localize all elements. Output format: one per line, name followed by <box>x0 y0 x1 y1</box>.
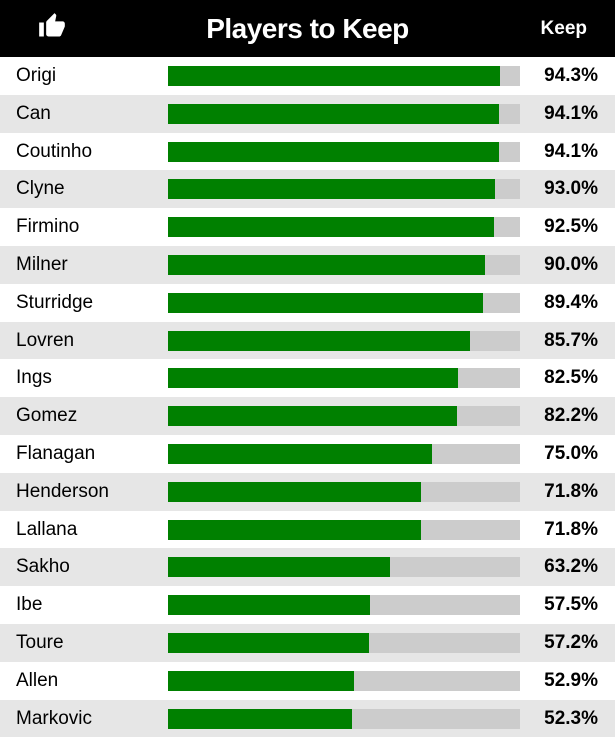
bar-row: Ibe 57.5% <box>0 586 615 624</box>
value-label: 82.2% <box>544 405 598 427</box>
value-label: 82.5% <box>544 367 598 389</box>
bar-track <box>168 179 520 200</box>
value-label: 52.3% <box>544 707 598 729</box>
bar-row: Can 94.1% <box>0 94 615 133</box>
category-label: Gomez <box>16 405 78 427</box>
bar-track <box>168 292 520 313</box>
bar <box>168 519 421 540</box>
category-label: Milner <box>16 253 68 275</box>
bar <box>168 66 500 86</box>
value-label: 71.8% <box>544 518 598 540</box>
value-label: 75.0% <box>544 442 598 464</box>
bar-row: Allen 52.9% <box>0 662 615 700</box>
value-label: 63.2% <box>544 556 598 578</box>
bar-row: Toure 57.2% <box>0 623 615 662</box>
bar <box>168 632 370 653</box>
bar-rows: Origi 94.3% Can 94.1% Coutinho 94.1% Clyne 93.0… <box>0 57 615 737</box>
value-label: 94.1% <box>544 102 598 124</box>
bar <box>168 708 353 729</box>
category-label: Ibe <box>16 594 43 616</box>
category-label: Coutinho <box>16 140 93 162</box>
keep-column-label: Keep <box>540 18 587 39</box>
bar <box>168 254 485 275</box>
bar-track <box>168 141 520 162</box>
category-label: Flanagan <box>16 442 96 464</box>
bar-row: Ings 82.5% <box>0 359 615 397</box>
bar-track <box>168 330 520 351</box>
category-label: Can <box>16 102 51 124</box>
category-label: Allen <box>16 669 59 691</box>
category-label: Toure <box>16 631 64 653</box>
bar-track <box>168 254 520 275</box>
value-label: 92.5% <box>544 216 598 238</box>
category-label: Sturridge <box>16 291 94 313</box>
category-label: Clyne <box>16 178 65 200</box>
bar-row: Flanagan 75.0% <box>0 435 615 473</box>
bar <box>168 557 391 578</box>
bar <box>168 443 432 464</box>
thumbs-up-icon <box>39 13 65 37</box>
chart-header: Players to Keep Keep <box>0 0 615 57</box>
bar-row: Henderson 71.8% <box>0 472 615 511</box>
bar-row: Coutinho 94.1% <box>0 133 615 171</box>
bar <box>168 141 500 162</box>
bar-row: Origi 94.3% <box>0 57 615 95</box>
bar-row: Clyne 93.0% <box>0 170 615 209</box>
bar <box>168 670 355 691</box>
bar-track <box>168 66 520 86</box>
value-label: 94.1% <box>544 140 598 162</box>
bar-row: Markovic 52.3% <box>0 699 615 737</box>
bar-track <box>168 670 520 691</box>
bar <box>168 595 371 616</box>
bar <box>168 217 494 238</box>
bar-row: Sakho 63.2% <box>0 548 615 587</box>
value-label: 57.5% <box>544 594 598 616</box>
bar <box>168 292 483 313</box>
category-label: Origi <box>16 65 57 86</box>
value-label: 85.7% <box>544 329 598 351</box>
bar-track <box>168 632 520 653</box>
category-label: Sakho <box>16 556 70 578</box>
bar-track <box>168 519 520 540</box>
chart-title: Players to Keep <box>206 13 409 44</box>
value-label: 90.0% <box>544 253 598 275</box>
bar <box>168 103 500 124</box>
category-label: Markovic <box>16 707 93 729</box>
bar <box>168 481 421 502</box>
category-label: Firmino <box>16 216 80 238</box>
bar-track <box>168 217 520 238</box>
bar-track <box>168 103 520 124</box>
bar-row: Sturridge 89.4% <box>0 284 615 322</box>
bar-track <box>168 368 520 389</box>
value-label: 57.2% <box>544 631 598 653</box>
bar-row: Lallana 71.8% <box>0 511 615 549</box>
category-label: Henderson <box>16 480 109 502</box>
category-label: Lallana <box>16 518 78 540</box>
bar-row: Lovren 85.7% <box>0 321 615 360</box>
bar-track <box>168 481 520 502</box>
value-label: 71.8% <box>544 480 598 502</box>
value-label: 94.3% <box>544 65 598 86</box>
bar-row: Milner 90.0% <box>0 245 615 284</box>
bar-track <box>168 708 520 729</box>
category-label: Ings <box>16 367 52 389</box>
bar <box>168 179 496 200</box>
bar-row: Gomez 82.2% <box>0 397 615 435</box>
value-label: 93.0% <box>544 178 598 200</box>
bar <box>168 406 458 427</box>
bar-track <box>168 443 520 464</box>
bar <box>168 368 459 389</box>
bar-track <box>168 557 520 578</box>
bar-track <box>168 595 520 616</box>
category-label: Lovren <box>16 329 75 351</box>
value-label: 89.4% <box>544 291 598 313</box>
bar <box>168 330 470 351</box>
bar-row: Firmino 92.5% <box>0 208 615 246</box>
bar-track <box>168 406 520 427</box>
value-label: 52.9% <box>544 669 598 691</box>
